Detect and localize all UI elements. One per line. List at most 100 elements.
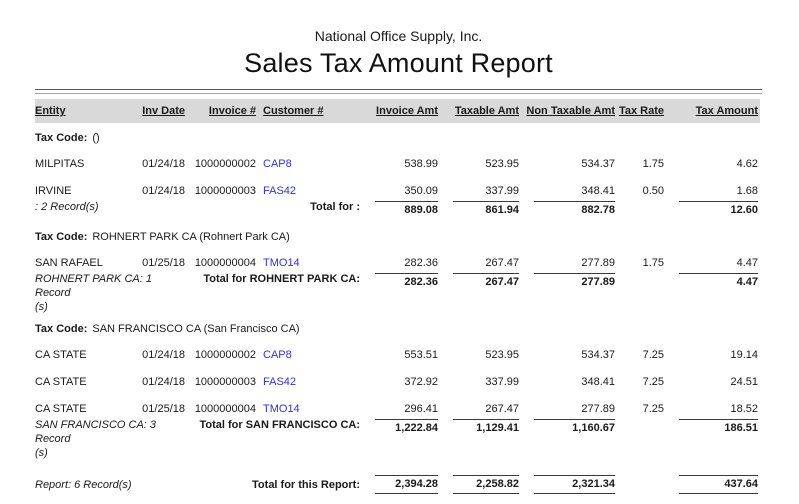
tax-code-label: Tax Code: [35,231,88,243]
customer-link[interactable]: TMO14 [263,403,300,416]
customer-cell: FAS42 [258,365,362,392]
customer-cell: TMO14 [258,392,362,419]
entity-cell: CA STATE [35,349,87,362]
invoice-no-cell: 1000000003 [194,376,256,389]
tax-rate-cell: 1.75 [642,158,664,170]
report-total-row: Report: 6 Record(s) Total for this Repor… [35,474,760,494]
group-total-non-taxable-amt: 277.89 [521,273,617,314]
column-header-customer: Customer # [258,99,362,123]
group-total-invoice-amt: 282.36 [362,273,440,314]
inv-date-cell: 01/25/18 [142,403,185,416]
taxable-amt-cell: 523.95 [485,349,519,362]
column-header-tax-rate: Tax Rate [617,99,666,123]
invoice-amt-cell: 538.99 [404,158,438,170]
tax-rate-cell: 1.75 [642,257,664,269]
non-taxable-amt-cell: 534.37 [581,158,615,170]
taxable-amt-cell: 267.47 [485,403,519,416]
invoice-row: CA STATE 01/24/18 1000000002 CAP8 553.51… [35,338,760,365]
group-total-row: SAN FRANCISCO CA: 3 Record (s) Total for … [35,419,760,460]
tax-amount-cell: 4.47 [736,257,758,269]
group-record-count: SAN FRANCISCO CA: 3 Record (s) [35,419,157,459]
invoice-row: MILPITAS 01/24/18 1000000002 CAP8 538.99… [35,147,760,174]
tax-code-label: Tax Code: [35,323,88,336]
group-total-label: Total for ROHNERT PARK CA: [203,273,360,285]
group-total-tax-rate-empty [617,273,666,314]
customer-cell: CAP8 [258,338,362,365]
customer-link[interactable]: FAS42 [263,376,297,389]
group-total-label: Total for SAN FRANCISCO CA: [199,419,360,432]
group-total-taxable-amt: 861.94 [440,201,521,222]
tax-amount-cell: 1.68 [736,185,758,197]
customer-link[interactable]: CAP8 [263,349,292,362]
entity-cell: IRVINE [35,185,72,197]
tax-code-value: ROHNERT PARK CA (Rohnert Park CA) [92,231,290,243]
group-header-row: Tax Code: () [35,123,760,147]
invoice-amt-cell: 282.36 [404,257,438,269]
entity-cell: SAN RAFAEL [35,257,103,269]
group-record-count: ROHNERT PARK CA: 1 Record (s) [35,273,152,313]
entity-cell: CA STATE [35,403,87,416]
invoice-row: CA STATE 01/25/18 1000000004 TMO14 296.4… [35,392,760,419]
invoice-no-cell: 1000000004 [194,403,256,416]
tax-code-cell: Tax Code: () [35,123,760,147]
column-header-taxable-amt: Taxable Amt [440,99,521,123]
tax-code-value: () [92,132,100,144]
non-taxable-amt-cell: 277.89 [581,257,615,269]
tax-amount-cell: 4.62 [736,158,758,170]
customer-link[interactable]: TMO14 [263,257,300,269]
column-header-row: Entity Inv Date Invoice # Customer # Inv… [35,99,760,123]
customer-link[interactable]: FAS42 [263,185,297,197]
invoice-row: IRVINE 01/24/18 1000000003 FAS42 350.09 … [35,174,760,201]
group-total-label: Total for : [310,201,360,213]
report-record-count: Report: 6 Record(s) [35,478,132,491]
report-total-non-taxable-amt: 2,321.34 [521,474,617,494]
report-total-invoice-amt: 2,394.28 [362,474,440,494]
sales-tax-table: Entity Inv Date Invoice # Customer # Inv… [35,99,760,494]
invoice-no-cell: 1000000003 [194,185,256,197]
invoice-row: SAN RAFAEL 01/25/18 1000000004 TMO14 282… [35,246,760,273]
tax-rate-cell: 7.25 [642,376,664,389]
non-taxable-amt-cell: 348.41 [581,185,615,197]
tax-rate-cell: 7.25 [642,349,664,362]
entity-cell: MILPITAS [35,158,85,170]
invoice-amt-cell: 372.92 [404,376,438,389]
entity-cell: CA STATE [35,376,87,389]
tax-code-cell: Tax Code: SAN FRANCISCO CA (San Francisco… [35,314,760,338]
column-header-invoice-no: Invoice # [187,99,258,123]
column-header-non-taxable-amt: Non Taxable Amt [521,99,617,123]
report-total-taxable-amt: 2,258.82 [440,474,521,494]
group-total-tax-rate-empty [617,419,666,460]
tax-code-cell: Tax Code: ROHNERT PARK CA (Rohnert Park C… [35,222,760,246]
group-total-invoice-amt: 889.08 [362,201,440,222]
tax-rate-cell: 0.50 [642,185,664,197]
invoice-amt-cell: 350.09 [404,185,438,197]
group-total-tax-amount: 12.60 [666,201,760,222]
column-header-tax-amount: Tax Amount [666,99,760,123]
tax-amount-cell: 19.14 [730,349,758,362]
group-total-tax-rate-empty [617,201,666,222]
inv-date-cell: 01/24/18 [142,158,185,170]
invoice-amt-cell: 296.41 [404,403,438,416]
tax-rate-cell: 7.25 [642,403,664,416]
customer-link[interactable]: CAP8 [263,158,292,170]
non-taxable-amt-cell: 534.37 [581,349,615,362]
report-total-tax-rate-empty [617,475,666,494]
customer-cell: CAP8 [258,147,362,174]
report-total-tax-amount: 437.64 [666,474,760,494]
spacer-row [35,461,760,475]
group-total-row: : 2 Record(s) Total for : 889.08 861.94 … [35,201,760,222]
invoice-row: CA STATE 01/24/18 1000000003 FAS42 372.9… [35,365,760,392]
customer-cell: TMO14 [258,246,362,273]
group-total-non-taxable-amt: 1,160.67 [521,419,617,460]
group-header-row: Tax Code: SAN FRANCISCO CA (San Francisco… [35,314,760,338]
invoice-no-cell: 1000000002 [194,158,256,170]
invoice-amt-cell: 553.51 [404,349,438,362]
tax-amount-cell: 24.51 [730,376,758,389]
group-total-taxable-amt: 1,129.41 [440,419,521,460]
group-total-row: ROHNERT PARK CA: 1 Record (s) Total for R… [35,273,760,314]
tax-amount-cell: 18.52 [730,403,758,416]
non-taxable-amt-cell: 348.41 [581,376,615,389]
group-total-tax-amount: 4.47 [666,273,760,314]
group-total-non-taxable-amt: 882.78 [521,201,617,222]
